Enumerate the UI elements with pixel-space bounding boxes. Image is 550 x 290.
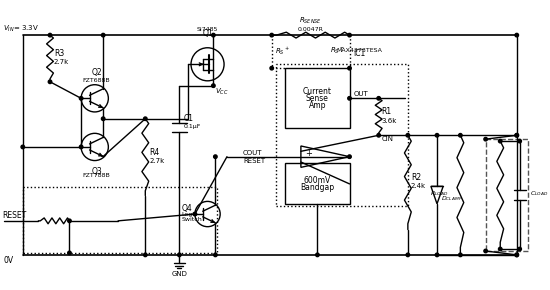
Circle shape xyxy=(193,212,197,216)
Text: Logic: Logic xyxy=(182,211,198,217)
Circle shape xyxy=(406,133,410,137)
Circle shape xyxy=(498,139,502,143)
Text: $V_{IN}$= 3.3V: $V_{IN}$= 3.3V xyxy=(3,24,39,34)
Text: 600mV: 600mV xyxy=(304,175,331,184)
Circle shape xyxy=(515,133,519,137)
Text: Si7485: Si7485 xyxy=(197,27,218,32)
Circle shape xyxy=(68,251,71,255)
Text: 2.7k: 2.7k xyxy=(54,59,69,65)
Circle shape xyxy=(435,253,439,257)
Bar xyxy=(276,64,408,206)
Circle shape xyxy=(459,133,462,137)
Circle shape xyxy=(348,155,351,158)
Text: GND: GND xyxy=(172,271,188,278)
Text: $R_{SENSE}$: $R_{SENSE}$ xyxy=(299,16,322,26)
Circle shape xyxy=(348,33,351,37)
Circle shape xyxy=(212,84,215,87)
Text: Switch: Switch xyxy=(182,218,202,222)
Circle shape xyxy=(270,33,273,37)
Text: 0.1μF: 0.1μF xyxy=(183,124,201,129)
Circle shape xyxy=(348,97,351,100)
Circle shape xyxy=(377,97,381,100)
Circle shape xyxy=(406,253,410,257)
Circle shape xyxy=(79,145,83,149)
Bar xyxy=(486,139,529,251)
Text: Sense: Sense xyxy=(306,94,329,103)
Circle shape xyxy=(101,117,105,121)
Text: 2.7k: 2.7k xyxy=(149,158,164,164)
Circle shape xyxy=(144,253,147,257)
Text: IC1: IC1 xyxy=(353,50,365,59)
Text: Q4: Q4 xyxy=(182,204,192,213)
Text: $R_{LOAD}$: $R_{LOAD}$ xyxy=(430,189,448,197)
Text: R3: R3 xyxy=(54,49,64,58)
Circle shape xyxy=(518,247,521,251)
Text: 0V: 0V xyxy=(3,256,13,265)
Circle shape xyxy=(48,80,52,84)
Circle shape xyxy=(377,133,381,137)
Circle shape xyxy=(79,97,83,100)
Circle shape xyxy=(144,117,147,121)
Text: FZT688B: FZT688B xyxy=(83,78,111,83)
Bar xyxy=(285,164,349,204)
Circle shape xyxy=(498,247,502,251)
Text: MAX4373TESA: MAX4373TESA xyxy=(336,48,382,52)
Text: Bandgap: Bandgap xyxy=(300,183,334,192)
Bar xyxy=(285,68,349,128)
Circle shape xyxy=(101,33,105,37)
Text: 2.4k: 2.4k xyxy=(411,183,426,189)
Circle shape xyxy=(21,145,25,149)
Text: Q1: Q1 xyxy=(202,29,213,38)
Circle shape xyxy=(212,33,215,37)
Text: RESET: RESET xyxy=(2,211,26,220)
Text: $R_S$$^+$: $R_S$$^+$ xyxy=(274,46,289,57)
Text: 0.0047R: 0.0047R xyxy=(298,27,323,32)
Circle shape xyxy=(270,66,273,70)
Text: $R_S$$^-$: $R_S$$^-$ xyxy=(330,46,345,56)
Circle shape xyxy=(435,133,439,137)
Circle shape xyxy=(484,249,487,253)
Circle shape xyxy=(348,66,351,70)
Circle shape xyxy=(515,133,519,137)
Circle shape xyxy=(518,139,521,143)
Text: Q3: Q3 xyxy=(91,167,102,176)
Text: $C_{LOAD}$: $C_{LOAD}$ xyxy=(530,189,549,197)
Text: R1: R1 xyxy=(382,107,392,117)
Text: R4: R4 xyxy=(149,148,160,157)
Circle shape xyxy=(213,155,217,158)
Bar xyxy=(23,187,217,253)
Text: RESET: RESET xyxy=(243,158,265,164)
Text: $D_{CLAMP}$: $D_{CLAMP}$ xyxy=(441,195,463,203)
Circle shape xyxy=(68,219,71,223)
Text: C1: C1 xyxy=(183,114,193,123)
Text: 3.6k: 3.6k xyxy=(382,118,397,124)
Circle shape xyxy=(515,33,519,37)
Text: Current: Current xyxy=(303,87,332,96)
Text: FZT788B: FZT788B xyxy=(83,173,111,178)
Circle shape xyxy=(459,253,462,257)
Circle shape xyxy=(484,137,487,141)
Circle shape xyxy=(515,253,519,257)
Text: Amp: Amp xyxy=(309,101,326,110)
Text: R2: R2 xyxy=(411,173,421,182)
Circle shape xyxy=(178,253,181,257)
Circle shape xyxy=(48,33,52,37)
Text: +: + xyxy=(305,149,312,158)
Circle shape xyxy=(316,253,319,257)
Text: Q2: Q2 xyxy=(91,68,102,77)
Circle shape xyxy=(515,253,519,257)
Text: COUT: COUT xyxy=(243,150,262,156)
Text: OUT: OUT xyxy=(354,91,368,97)
Text: $V_{CC}$: $V_{CC}$ xyxy=(215,87,229,97)
Circle shape xyxy=(213,253,217,257)
Text: CIN: CIN xyxy=(382,136,394,142)
